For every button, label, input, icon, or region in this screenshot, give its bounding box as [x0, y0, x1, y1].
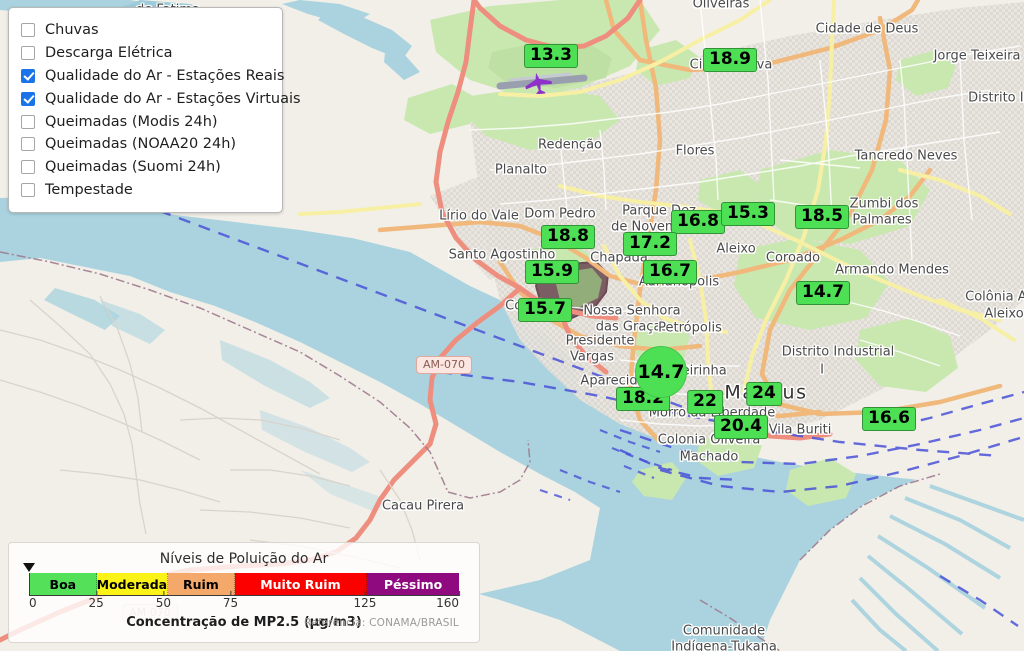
legend-unit-label: Concentração de MP2.5 (µg/m3) — [126, 615, 362, 630]
layer-toggle-row[interactable]: Queimadas (Modis 24h) — [21, 110, 272, 133]
layer-toggle-label: Queimadas (Modis 24h) — [45, 113, 218, 130]
layer-toggle-label: Queimadas (NOAA20 24h) — [45, 136, 237, 153]
layer-toggle-row[interactable]: Qualidade do Ar - Estações Reais — [21, 65, 284, 88]
checkbox-unchecked-icon[interactable] — [21, 160, 35, 175]
legend-color-bar: Boa Moderada Ruim Muito Ruim Péssimo — [29, 573, 459, 595]
legend-axis-tick: 160 — [436, 591, 460, 610]
air-quality-marker-virtual[interactable]: 16.7 — [643, 260, 697, 284]
air-quality-marker-virtual[interactable]: 18.5 — [795, 205, 849, 229]
legend-segment: Moderada — [96, 573, 169, 595]
layer-toggle-label: Descarga Elétrica — [45, 45, 173, 62]
legend-reference-label: Referência: CONAMA/BRASIL — [304, 617, 459, 629]
legend-axis: 0 25 50 75 125 160 — [29, 591, 460, 613]
legend-segment: Péssimo — [367, 573, 459, 595]
layer-control-panel[interactable]: Chuvas Descarga Elétrica Qualidade do Ar -… — [8, 7, 301, 214]
layer-toggle-label: Queimadas (Suomi 24h) — [45, 159, 221, 176]
layer-toggle-label: Qualidade do Ar - Estações Reais — [45, 67, 285, 84]
air-quality-marker-virtual[interactable]: 18.8 — [541, 225, 595, 249]
layer-toggle-label: Qualidade do Ar - Estações Virtuais — [45, 90, 301, 107]
checkbox-checked-icon[interactable] — [21, 68, 35, 83]
legend-current-value-pointer — [23, 563, 35, 572]
layer-toggle-label: Chuvas — [45, 22, 99, 39]
layer-toggle-row[interactable]: Queimadas (NOAA20 24h) — [21, 133, 272, 156]
air-quality-marker-virtual[interactable]: 18.9 — [703, 48, 757, 72]
air-quality-marker-virtual[interactable]: 17.2 — [623, 232, 677, 256]
air-quality-marker-virtual[interactable]: 16.8 — [671, 210, 725, 234]
air-quality-marker-virtual[interactable]: 14.7 — [796, 281, 850, 305]
checkbox-unchecked-icon[interactable] — [21, 46, 35, 61]
legend-axis-tick: 0 — [29, 591, 37, 610]
checkbox-unchecked-icon[interactable] — [21, 114, 35, 129]
air-quality-marker-virtual[interactable]: 20.4 — [714, 415, 768, 439]
legend-segment: Boa — [30, 573, 97, 595]
air-quality-marker-virtual[interactable]: 13.3 — [524, 44, 578, 68]
checkbox-unchecked-icon[interactable] — [21, 137, 35, 152]
legend-bar-wrapper: Boa Moderada Ruim Muito Ruim Péssimo 0 25 50 75… — [23, 563, 460, 613]
pollution-legend-panel: Níveis de Poluição do Ar Boa Moderada Ruim… — [8, 542, 480, 643]
layer-toggle-row[interactable]: Chuvas — [21, 19, 272, 42]
checkbox-checked-icon[interactable] — [21, 91, 35, 106]
layer-toggle-row[interactable]: Qualidade do Ar - Estações Virtuais — [21, 87, 301, 110]
legend-footer: Concentração de MP2.5 (µg/m3) Referência… — [29, 615, 459, 633]
legend-axis-tick: 125 — [353, 591, 377, 610]
legend-axis-tick: 75 — [222, 591, 239, 610]
air-quality-marker-virtual[interactable]: 15.3 — [721, 202, 775, 226]
legend-segment: Ruim — [168, 573, 235, 595]
air-quality-marker-real[interactable]: 14.7 — [635, 346, 687, 398]
legend-segment: Muito Ruim — [234, 573, 368, 595]
layer-toggle-row[interactable]: Queimadas (Suomi 24h) — [21, 156, 272, 179]
air-quality-marker-virtual[interactable]: 16.6 — [862, 407, 916, 431]
legend-axis-tick: 50 — [155, 591, 172, 610]
air-quality-marker-virtual[interactable]: 24 — [746, 382, 782, 406]
air-quality-marker-virtual[interactable]: 15.9 — [525, 260, 579, 284]
checkbox-unchecked-icon[interactable] — [21, 182, 35, 197]
legend-axis-tick: 25 — [88, 591, 104, 610]
layer-toggle-label: Tempestade — [45, 181, 133, 198]
checkbox-unchecked-icon[interactable] — [21, 23, 35, 38]
layer-toggle-row[interactable]: Tempestade — [21, 179, 272, 202]
layer-toggle-row[interactable]: Descarga Elétrica — [21, 42, 272, 65]
air-quality-marker-virtual[interactable]: 22 — [687, 390, 723, 414]
legend-title: Níveis de Poluição do Ar — [159, 551, 329, 567]
air-quality-marker-virtual[interactable]: 15.7 — [518, 298, 572, 322]
